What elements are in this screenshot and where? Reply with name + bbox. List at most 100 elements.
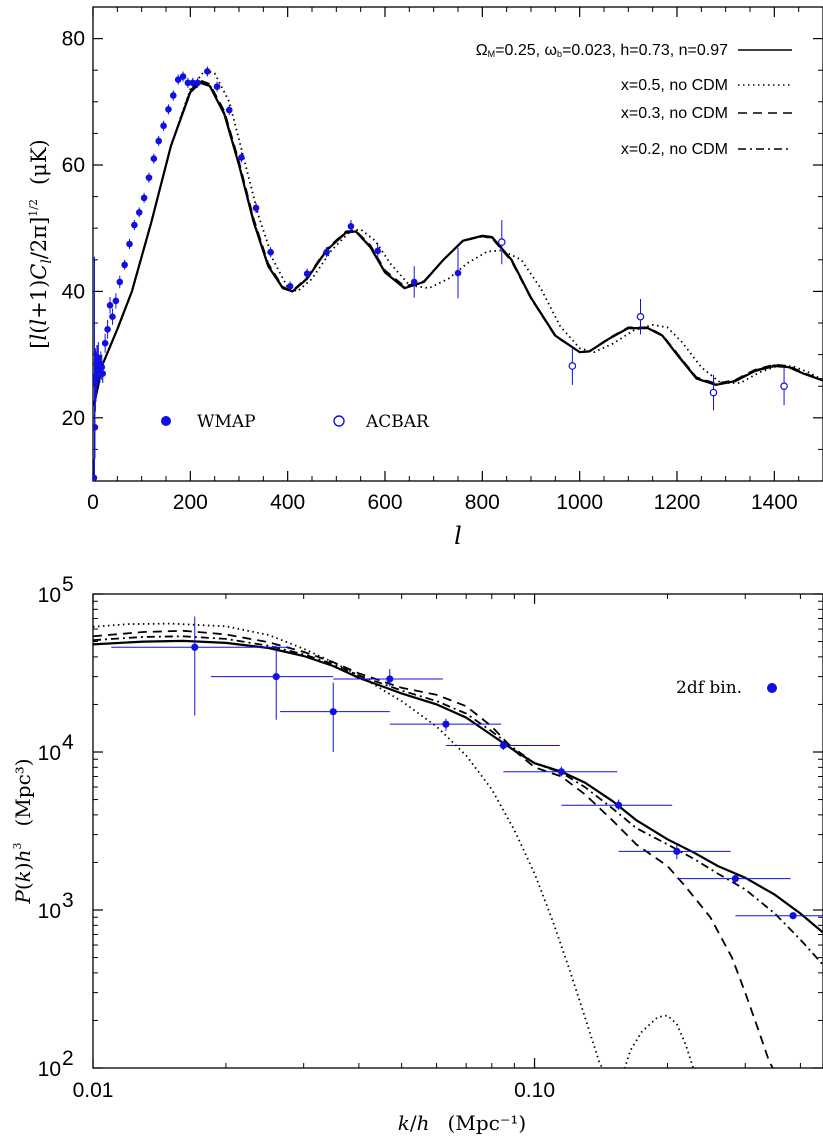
y-tick-label: 10 — [38, 1058, 61, 1081]
wmap-point — [184, 79, 192, 87]
acbar-point — [780, 382, 788, 391]
marker-legend-top: WMAP ACBAR — [161, 412, 430, 432]
wmap-point — [121, 261, 128, 269]
y-axis-ticks-top: 20 40 60 80 — [62, 6, 823, 450]
2df-legend-marker — [767, 683, 777, 693]
2df-point — [673, 847, 681, 855]
2df-point — [191, 643, 199, 651]
acbar-point — [636, 312, 645, 321]
wmap-point — [374, 247, 382, 255]
x-tick-label: 400 — [270, 491, 305, 514]
wmap-point — [238, 154, 245, 161]
acbar-point — [568, 362, 577, 370]
2df-point — [272, 673, 280, 681]
y-axis-label-bottom: P(k)h3(Mpc³) — [11, 758, 35, 904]
2df-point — [557, 768, 565, 776]
x-axis-ticks-bottom: 0.01 0.10 — [73, 594, 801, 1102]
legend-bottom: 2df bin. — [676, 678, 777, 698]
x-axis-label-bottom: k/h (Mpc⁻¹) — [398, 1111, 526, 1135]
wmap-point — [225, 106, 233, 114]
wmap-point — [410, 278, 418, 286]
acbar-point — [709, 388, 718, 397]
2df-point — [731, 875, 740, 883]
wmap-point — [93, 423, 99, 431]
wmap-point — [179, 73, 187, 80]
wmap-point — [170, 92, 177, 99]
acbar-point — [497, 238, 506, 246]
y-tick-label-exponent: 3 — [62, 889, 74, 912]
wmap-point — [116, 278, 124, 286]
y-tick-label-exponent: 5 — [62, 573, 74, 596]
series-line-dashdot — [93, 635, 823, 966]
wmap-point — [160, 122, 167, 130]
wmap-point — [109, 313, 116, 320]
cmb-panel: 0 200 400 600 800 1000 1200 1400 20 40 60 80 l [l(… — [27, 6, 823, 550]
wmap-point — [140, 194, 148, 202]
2df-point — [499, 741, 507, 750]
y-tick-label: 60 — [62, 154, 85, 177]
x-tick-label: 1200 — [654, 491, 701, 514]
x-axis-ticks-top: 0 200 400 600 800 1000 1200 1400 — [87, 7, 800, 514]
2df-point — [442, 720, 450, 728]
legend-label-dashdot: x=0.2, no CDM — [621, 141, 728, 158]
2df-point — [386, 675, 394, 683]
y-tick-label: 10 — [38, 742, 61, 765]
x-tick-label: 200 — [173, 491, 208, 514]
wmap-point — [112, 297, 120, 305]
y-tick-label: 40 — [62, 280, 85, 303]
wmap-point — [126, 240, 133, 248]
y-tick-label: 10 — [38, 900, 61, 923]
x-tick-label: 1400 — [751, 491, 798, 514]
wmap-point — [194, 79, 201, 87]
series-line-dashdot — [93, 80, 823, 406]
wmap-point — [101, 339, 109, 347]
wmap-point — [155, 137, 162, 145]
wmap-legend-label: WMAP — [197, 412, 256, 432]
series-line-dashed — [93, 79, 823, 406]
power-spectrum-data — [93, 616, 823, 1068]
legend-label-dotted: x=0.5, no CDM — [621, 77, 728, 94]
wmap-point — [98, 363, 106, 371]
wmap-point — [454, 269, 462, 277]
legend-label-dashed: x=0.3, no CDM — [621, 105, 728, 122]
y-tick-label: 80 — [62, 28, 85, 51]
x-tick-label: 1000 — [556, 491, 603, 514]
wmap-point — [189, 79, 197, 87]
acbar-legend-marker — [333, 415, 345, 427]
legend-top: ΩM=0.25, ωb=0.023, h=0.73, n=0.97 x=0.5,… — [476, 42, 792, 158]
wmap-point — [174, 76, 182, 83]
wmap-point — [150, 155, 158, 162]
wmap-point — [99, 370, 107, 377]
acbar-legend-label: ACBAR — [365, 412, 430, 432]
y-tick-label: 20 — [62, 407, 85, 430]
2df-point — [329, 708, 337, 716]
wmap-point — [213, 83, 221, 90]
wmap-point — [104, 326, 111, 333]
wmap-point — [267, 248, 274, 256]
legend-label-solid: ΩM=0.25, ωb=0.023, h=0.73, n=0.97 — [476, 42, 728, 59]
2df-legend-label: 2df bin. — [676, 678, 742, 698]
y-axis-label-top: [l(l+1)Cl/2π]1/2(μK) — [27, 139, 55, 348]
y-tick-label-exponent: 4 — [62, 731, 74, 754]
wmap-legend-marker — [161, 416, 171, 426]
2df-point — [615, 801, 623, 809]
wmap-point — [165, 106, 172, 113]
wmap-point — [323, 248, 330, 256]
wmap-point — [204, 68, 211, 75]
wmap-point — [106, 302, 114, 309]
x-tick-label: 800 — [465, 491, 500, 514]
y-tick-label-exponent: 2 — [62, 1047, 74, 1070]
plot-frame-bottom — [92, 593, 823, 1069]
x-tick-label: 0.01 — [73, 1079, 114, 1102]
series-line-dashed — [93, 629, 774, 1068]
x-axis-label-top: l — [454, 522, 462, 550]
series-line-dotted — [93, 622, 695, 1068]
wmap-point — [252, 204, 260, 212]
wmap-point — [303, 270, 311, 278]
wmap-point — [347, 223, 355, 230]
y-tick-label: 10 — [38, 584, 61, 607]
wmap-point — [286, 283, 294, 290]
